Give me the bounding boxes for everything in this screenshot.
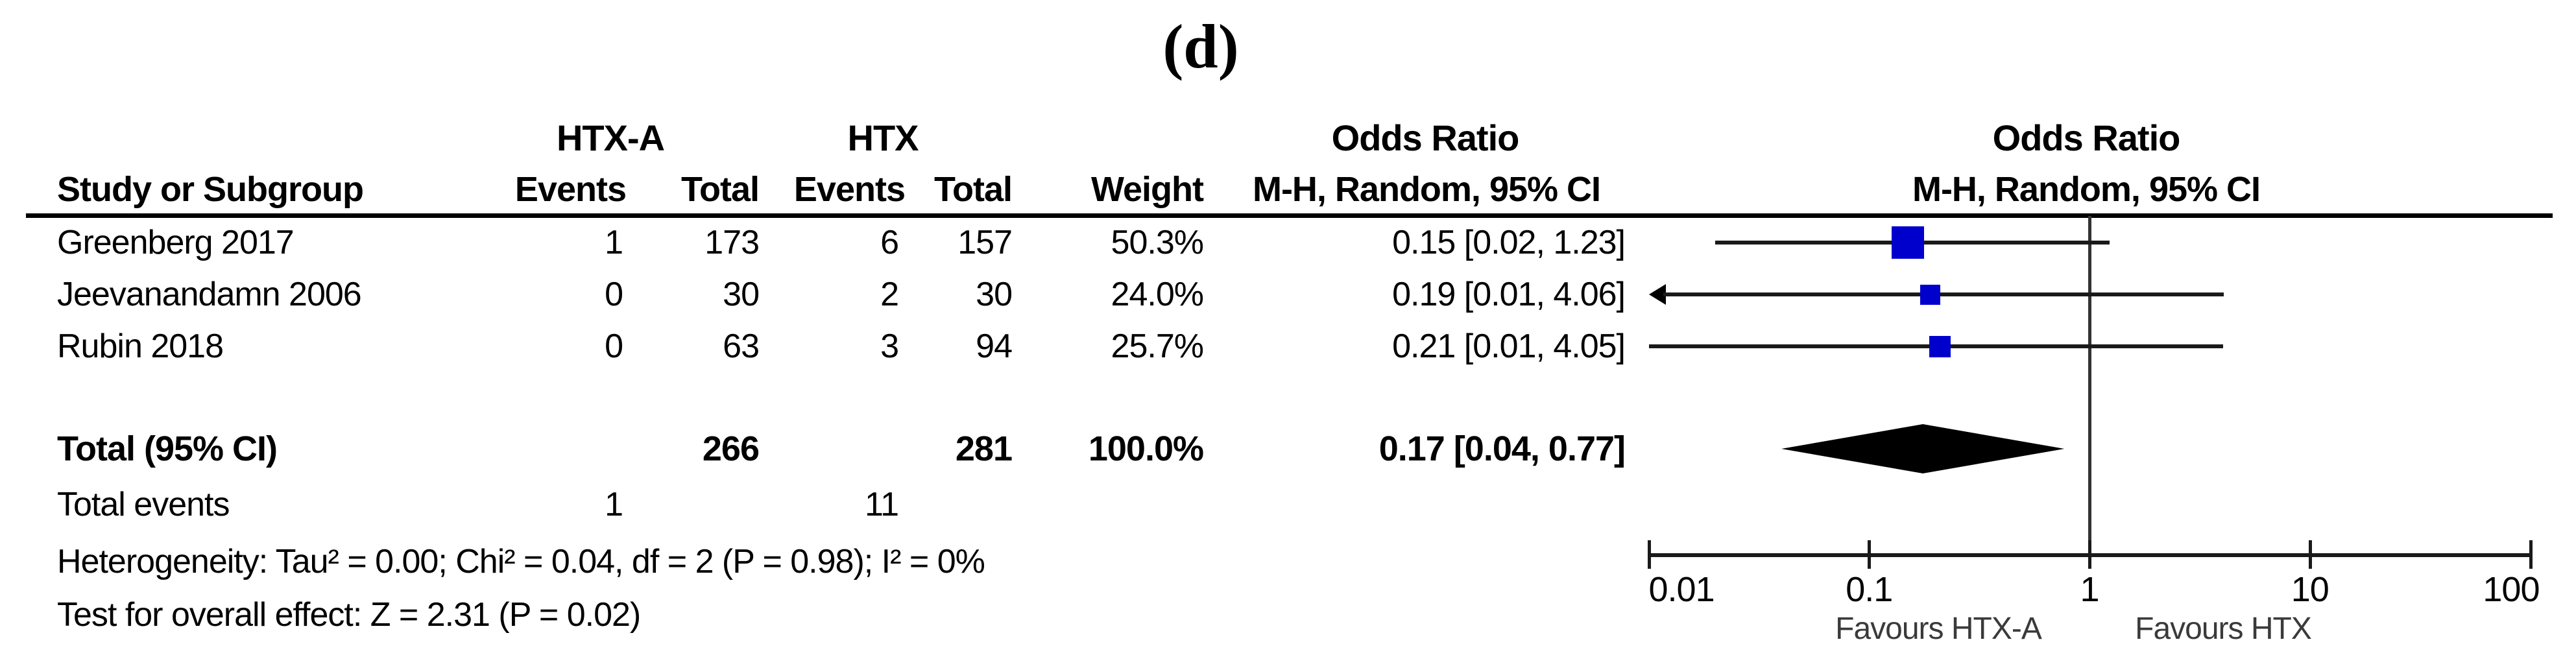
- ci-line: [1663, 292, 2224, 296]
- null-effect-line: [2088, 216, 2091, 569]
- ci-arrow-left-icon: [1648, 284, 1666, 305]
- or-ci-cell: 0.15 [0.02, 1.23]: [1392, 224, 1626, 261]
- axis-tick: [2529, 540, 2533, 569]
- col-header-events2: Events: [793, 170, 906, 209]
- favours-right-label: Favours HTX: [2135, 612, 2312, 646]
- total2-cell: 30: [976, 276, 1013, 313]
- axis-tick: [1868, 540, 1872, 569]
- overall-effect-text: Test for overall effect: Z = 2.31 (P = 0…: [57, 596, 641, 634]
- col-header-total1: Total: [681, 170, 760, 209]
- total1-cell: 63: [723, 328, 760, 365]
- figure-panel-label: (d): [1162, 12, 1239, 81]
- col-header-total2: Total: [934, 170, 1013, 209]
- events1-cell: 1: [605, 224, 623, 261]
- total-events2-cell: 11: [865, 486, 899, 523]
- or-point-estimate-square: [1892, 226, 1924, 259]
- or-point-estimate-square: [1920, 285, 1940, 305]
- total-events1-cell: 1: [605, 486, 623, 523]
- axis-tick: [1647, 540, 1651, 569]
- weight-cell: 50.3%: [1111, 224, 1204, 261]
- total1-sum-cell: 266: [702, 429, 760, 468]
- axis-tick: [2088, 540, 2091, 569]
- summary-diamond: [1781, 424, 2065, 473]
- events2-cell: 6: [880, 224, 899, 261]
- favours-left-label: Favours HTX-A: [1835, 612, 2042, 646]
- study-name: Rubin 2018: [57, 328, 224, 365]
- axis-tick-label: 1: [2080, 570, 2099, 609]
- or-point-estimate-square: [1929, 336, 1951, 357]
- events1-cell: 0: [605, 328, 623, 365]
- or-ci-cell: 0.21 [0.01, 4.05]: [1392, 328, 1626, 365]
- study-name: Greenberg 2017: [57, 224, 295, 261]
- header-separator-line: [26, 213, 2553, 218]
- axis-tick-label: 100: [2483, 570, 2540, 609]
- col-header-study: Study or Subgroup: [57, 170, 364, 209]
- total1-cell: 30: [723, 276, 760, 313]
- weight-sum-cell: 100.0%: [1088, 429, 1204, 468]
- study-name: Jeevanandamn 2006: [57, 276, 362, 313]
- pooled-or-cell: 0.17 [0.04, 0.77]: [1378, 429, 1626, 468]
- total2-cell: 157: [957, 224, 1013, 261]
- total1-cell: 173: [704, 224, 760, 261]
- total-events-label: Total events: [57, 486, 230, 523]
- plot-header-or-method: M-H, Random, 95% CI: [1912, 170, 2261, 209]
- weight-cell: 25.7%: [1111, 328, 1204, 365]
- total-row-label: Total (95% CI): [57, 429, 278, 468]
- or-column-title: Odds Ratio: [1331, 117, 1520, 158]
- col-header-or-method: M-H, Random, 95% CI: [1252, 170, 1601, 209]
- events1-cell: 0: [605, 276, 623, 313]
- events2-cell: 2: [880, 276, 899, 313]
- axis-tick-label: 10: [2291, 570, 2329, 609]
- group-header-htx: HTX: [847, 117, 919, 158]
- axis-tick-label: 0.1: [1846, 570, 1893, 609]
- events2-cell: 3: [880, 328, 899, 365]
- or-ci-cell: 0.19 [0.01, 4.06]: [1392, 276, 1626, 313]
- plot-column-title: Odds Ratio: [1992, 117, 2181, 158]
- col-header-events1: Events: [514, 170, 627, 209]
- heterogeneity-text: Heterogeneity: Tau² = 0.00; Chi² = 0.04,…: [57, 543, 985, 580]
- axis-tick-label: 0.01: [1648, 570, 1715, 609]
- axis-tick: [2308, 540, 2312, 569]
- total2-cell: 94: [976, 328, 1013, 365]
- total2-sum-cell: 281: [955, 429, 1013, 468]
- col-header-weight: Weight: [1091, 170, 1204, 209]
- weight-cell: 24.0%: [1111, 276, 1204, 313]
- group-header-htxa: HTX-A: [556, 117, 665, 158]
